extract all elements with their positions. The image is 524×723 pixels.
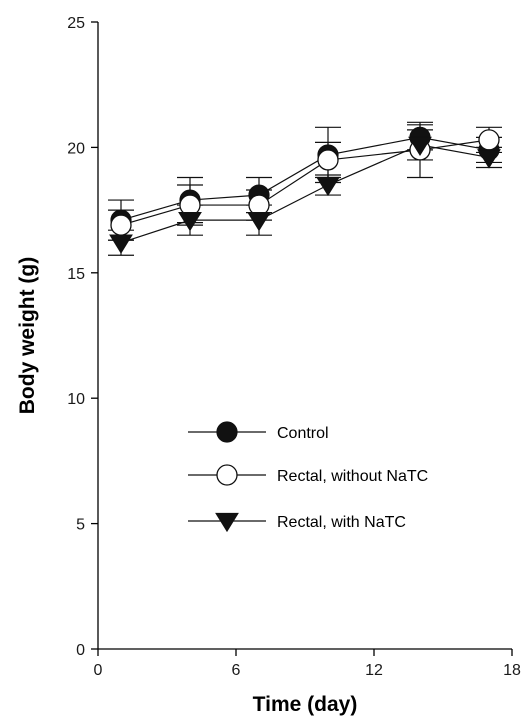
x-tick-label: 6: [232, 662, 241, 679]
x-tick-label: 18: [503, 662, 521, 679]
y-tick-label: 20: [67, 140, 85, 157]
legend-marker: [216, 421, 238, 443]
data-point: [316, 176, 340, 197]
series-2: [108, 129, 502, 256]
data-point: [247, 211, 271, 232]
data-point: [109, 234, 133, 254]
data-point: [478, 129, 500, 151]
data-point: [408, 136, 432, 157]
x-axis-title: Time (day): [253, 693, 358, 716]
y-tick-label: 10: [67, 391, 85, 408]
series-line: [120, 144, 490, 244]
x-tick-label: 12: [365, 662, 383, 679]
legend-label: Rectal, without NaTC: [277, 468, 428, 485]
series-1: [108, 121, 502, 241]
data-point: [110, 214, 132, 236]
data-point: [178, 211, 202, 232]
series-layer: [108, 121, 502, 256]
y-tick-label: 5: [76, 517, 85, 534]
series-line: [120, 136, 490, 221]
axes: 0 5 10 15 20 25 0 6 12 18: [67, 15, 521, 679]
series-markers-0: [110, 126, 500, 231]
series-markers-1: [110, 129, 500, 236]
series-line: [120, 139, 490, 226]
x-tick-label: 0: [94, 662, 103, 679]
legend-label: Control: [277, 425, 329, 442]
legend-marker: [216, 464, 238, 486]
y-axis-title: Body weight (g): [16, 257, 39, 414]
legend-marker: [215, 512, 239, 533]
y-tick-label: 25: [67, 15, 85, 32]
data-point: [477, 149, 501, 169]
series-markers-2: [109, 136, 501, 254]
y-tick-label: 0: [76, 642, 85, 659]
legend: Control Rectal, without NaTC Rectal, with …: [188, 421, 428, 533]
series-0: [108, 124, 502, 241]
y-tick-label: 15: [67, 266, 85, 283]
data-point: [317, 149, 339, 171]
legend-label: Rectal, with NaTC: [277, 514, 406, 531]
